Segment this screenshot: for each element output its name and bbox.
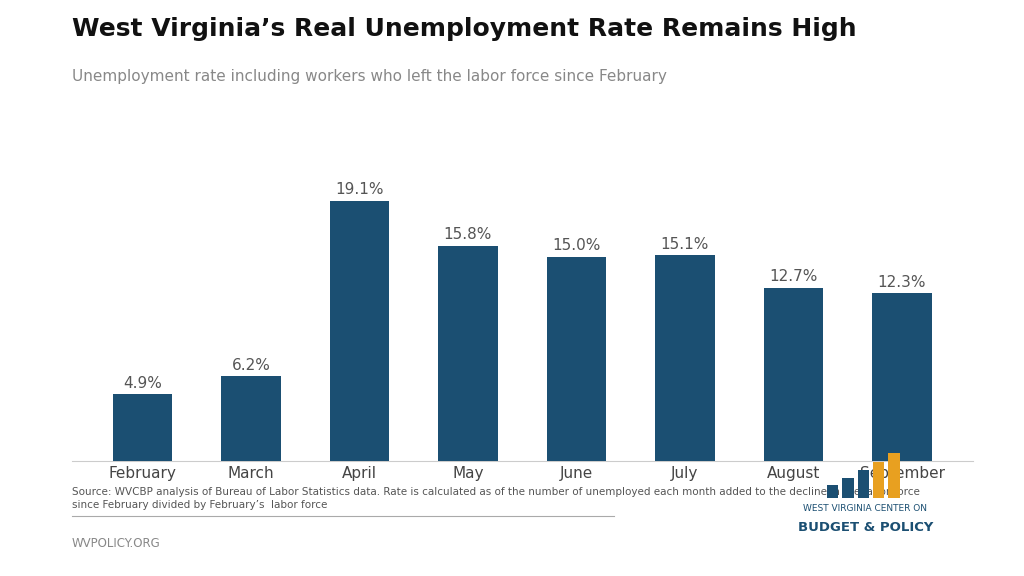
Text: 12.7%: 12.7% (769, 270, 818, 285)
Text: 15.1%: 15.1% (660, 237, 710, 252)
Text: 4.9%: 4.9% (123, 376, 162, 391)
Text: Source: WVCBP analysis of Bureau of Labor Statistics data. Rate is calculated as: Source: WVCBP analysis of Bureau of Labo… (72, 487, 920, 510)
Text: 15.8%: 15.8% (443, 228, 493, 242)
Bar (872, 293, 932, 461)
Bar (547, 256, 606, 461)
Bar (221, 376, 281, 461)
Bar (764, 288, 823, 461)
Text: Unemployment rate including workers who left the labor force since February: Unemployment rate including workers who … (72, 69, 667, 84)
Bar (330, 201, 389, 461)
Text: 6.2%: 6.2% (231, 358, 270, 373)
Text: WVPOLICY.ORG: WVPOLICY.ORG (72, 537, 161, 550)
Text: WEST VIRGINIA CENTER ON: WEST VIRGINIA CENTER ON (803, 504, 928, 513)
Text: 19.1%: 19.1% (335, 183, 384, 198)
Bar (438, 246, 498, 461)
Bar (655, 255, 715, 461)
Text: 15.0%: 15.0% (552, 238, 601, 253)
Text: 12.3%: 12.3% (878, 275, 927, 290)
Text: West Virginia’s Real Unemployment Rate Remains High: West Virginia’s Real Unemployment Rate R… (72, 17, 856, 41)
Bar (113, 394, 172, 461)
Text: BUDGET & POLICY: BUDGET & POLICY (798, 521, 933, 535)
